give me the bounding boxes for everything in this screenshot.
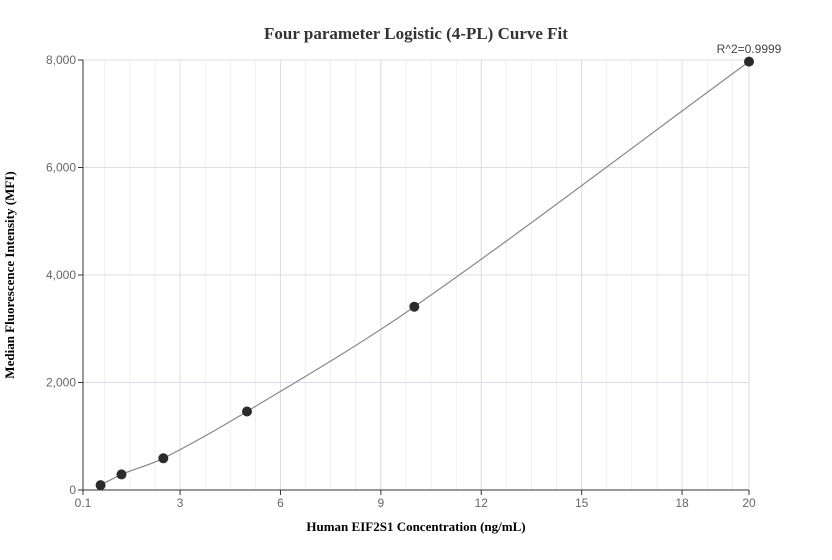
gridlines bbox=[82, 59, 750, 490]
data-point bbox=[95, 480, 106, 491]
y-tick-label: 6,000 bbox=[46, 161, 76, 175]
y-tick-label: 8,000 bbox=[46, 53, 76, 67]
x-tick-label: 15 bbox=[575, 496, 589, 510]
tick-labels: 0.1 3 6 9 12 15 18 20 0 2,000 4,000 6,000 8,000 bbox=[46, 53, 756, 510]
x-axis-title: Human EIF2S1 Concentration (ng/mL) bbox=[306, 519, 525, 534]
fit-curve bbox=[100, 61, 750, 486]
y-axis-title: Median Fluorescence Intensity (MFI) bbox=[2, 171, 17, 378]
data-point bbox=[158, 453, 169, 464]
x-tick-label: 3 bbox=[177, 496, 184, 510]
data-point bbox=[744, 56, 754, 67]
y-tick-label: 2,000 bbox=[46, 376, 76, 390]
x-tick-label: 18 bbox=[675, 496, 689, 510]
data-point bbox=[241, 406, 252, 417]
x-tick-label: 6 bbox=[277, 496, 284, 510]
x-tick-label: 20 bbox=[742, 496, 756, 510]
x-tick-label: 9 bbox=[378, 496, 385, 510]
data-point bbox=[409, 301, 420, 312]
axes bbox=[78, 59, 750, 495]
chart-title: Four parameter Logistic (4-PL) Curve Fit bbox=[264, 24, 568, 43]
x-tick-label: 0.1 bbox=[75, 496, 92, 510]
x-tick-label: 12 bbox=[475, 496, 489, 510]
y-tick-label: 0 bbox=[69, 483, 76, 497]
fit-curve-layer bbox=[100, 61, 750, 486]
r-squared-annotation: R^2=0.9999 bbox=[717, 42, 782, 56]
data-point bbox=[116, 469, 127, 480]
y-tick-label: 4,000 bbox=[46, 268, 76, 282]
data-points bbox=[95, 56, 754, 491]
